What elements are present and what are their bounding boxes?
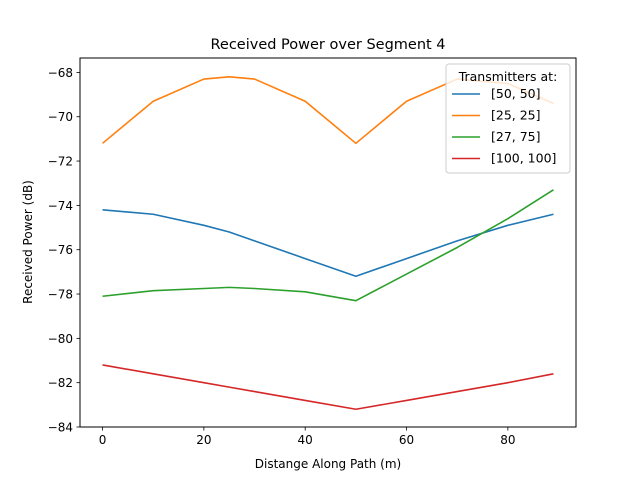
legend-entries: [50, 50] [25, 25] [27, 75] [100, 100] <box>452 86 556 166</box>
legend: Transmitters at: [50, 50] [25, 25] [27, 75… <box>445 63 571 174</box>
y-tick-label: −84 <box>48 421 73 435</box>
x-tick-label: 60 <box>399 433 414 447</box>
y-tick-label: −74 <box>48 199 73 213</box>
y-tick-label: −82 <box>48 376 73 390</box>
x-tick-label: 40 <box>298 433 313 447</box>
legend-box <box>445 63 571 174</box>
y-tick-label: −70 <box>48 110 73 124</box>
y-tick-label: −76 <box>48 243 73 257</box>
y-tick-label: −72 <box>48 155 73 169</box>
legend-label: [25, 25] <box>491 108 541 123</box>
chart-title: Received Power over Segment 4 <box>210 37 445 53</box>
legend-label: [27, 75] <box>491 129 541 144</box>
legend-label: [50, 50] <box>491 86 541 101</box>
y-axis-title: Received Power (dB) <box>21 180 35 304</box>
y-tick-label: −68 <box>48 66 73 80</box>
legend-label: [100, 100] <box>491 151 556 166</box>
x-axis-title: Distange Along Path (m) <box>255 457 401 471</box>
x-tick-label: 0 <box>99 433 107 447</box>
series-line-3 <box>102 189 554 302</box>
y-tick-label: −80 <box>48 332 73 346</box>
legend-title: Transmitters at: <box>458 69 558 84</box>
series-layer <box>102 76 554 411</box>
series-line-1 <box>102 209 554 278</box>
x-tick-label: 80 <box>500 433 515 447</box>
x-axis: 0 20 40 60 80 <box>99 427 515 447</box>
series-line-4 <box>102 364 554 411</box>
y-axis: −84 −82 −80 −78 −76 −74 −72 −70 −68 <box>48 66 80 435</box>
x-tick-label: 20 <box>196 433 211 447</box>
y-tick-label: −78 <box>48 288 73 302</box>
plot-frame <box>79 57 577 428</box>
